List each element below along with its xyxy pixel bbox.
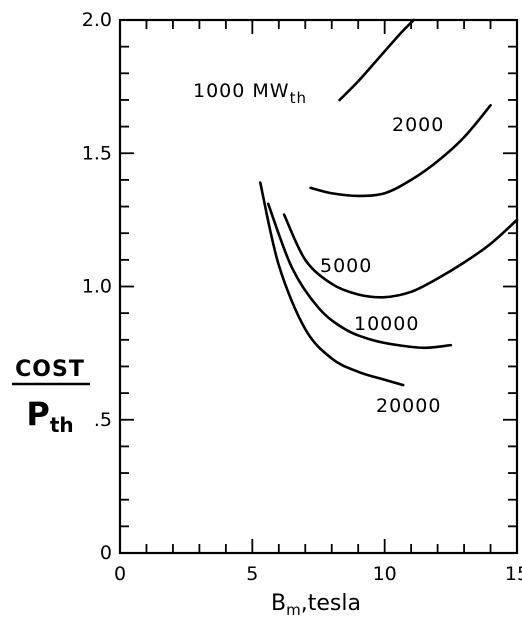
series-line-1000-mwth xyxy=(338,18,416,102)
curve-label: 10000 xyxy=(354,313,419,335)
curve-label: 20000 xyxy=(376,395,441,417)
x-tick-label: 5 xyxy=(246,563,258,585)
curve-labels: 1000 MWth 2000 5000 10000 20000 xyxy=(193,80,444,417)
y-tick-label: 1.0 xyxy=(82,276,112,298)
x-axis-label: Bm,tesla xyxy=(271,591,361,618)
x-tick-label: 10 xyxy=(373,563,397,585)
series-line-20000 xyxy=(258,181,405,387)
plot-frame xyxy=(118,18,519,555)
series-line-10000 xyxy=(266,202,453,350)
y-axis-label-top: COST xyxy=(15,357,85,382)
x-tick-label: 15 xyxy=(505,563,522,585)
y-tick-label: .5 xyxy=(94,409,112,431)
x-axis-label-main: B xyxy=(271,591,286,616)
y-axis-label-bottom: Pth xyxy=(26,395,73,437)
x-axis-label-rest: ,tesla xyxy=(301,591,361,616)
series-lines xyxy=(258,18,519,387)
x-axis-label-sub: m xyxy=(286,601,301,618)
y-axis-label-bottom-sub: th xyxy=(50,413,74,437)
y-tick-label: 1.5 xyxy=(82,142,112,164)
curve-label: 1000 MWth xyxy=(193,80,307,107)
series-line-5000 xyxy=(282,213,519,299)
curve-label: 2000 xyxy=(392,114,444,136)
y-tick-label: 2.0 xyxy=(82,9,112,31)
tick-labels: 0 5 10 15 0 .5 1.0 1.5 2.0 xyxy=(82,9,522,585)
curve-label: 5000 xyxy=(320,255,372,277)
y-tick-label: 0 xyxy=(100,542,112,564)
y-axis-label-bottom-main: P xyxy=(26,395,49,433)
y-axis-label: COST Pth xyxy=(12,357,90,437)
series-line-2000 xyxy=(309,103,492,198)
axis-ticks xyxy=(119,19,518,554)
x-tick-label: 0 xyxy=(114,563,126,585)
